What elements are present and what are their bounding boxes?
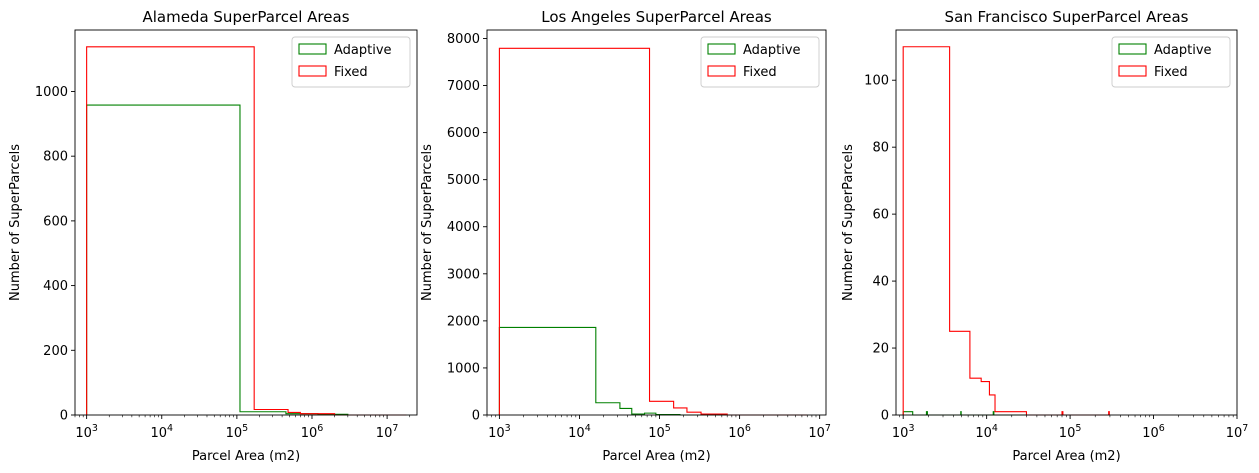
y-tick-label: 0 — [881, 409, 889, 424]
x-tick-label: 105 — [1059, 423, 1082, 441]
x-tick-label: 104 — [568, 423, 591, 441]
y-tick-label: 400 — [43, 279, 68, 294]
legend: Adaptive Fixed — [291, 36, 411, 88]
chart-panel-3: 0 20 40 60 80 100 103 104 105 106 107 San Francisco… — [841, 8, 1248, 464]
x-tick-label: 104 — [150, 423, 173, 441]
axes-frame — [74, 29, 418, 416]
y-tick-label: 60 — [872, 208, 889, 223]
y-tick-label: 0 — [60, 409, 68, 424]
y-tick-label: 800 — [43, 150, 68, 165]
axes-frame — [895, 29, 1238, 416]
y-axis-label: Number of SuperParcels — [420, 144, 435, 301]
x-tick-label: 106 — [728, 423, 751, 441]
histogram-series-fixed — [902, 46, 1110, 416]
x-tick-label: 107 — [808, 423, 831, 441]
histogram-series-adaptive — [498, 326, 808, 416]
x-tick-label: 103 — [488, 423, 511, 441]
y-tick-label: 200 — [43, 344, 68, 359]
legend-swatch-fixed — [707, 65, 736, 77]
legend: Adaptive Fixed — [700, 36, 820, 88]
legend-box — [291, 36, 411, 88]
x-axis-label: Parcel Area (m2) — [1012, 449, 1120, 464]
chart-panel-1: 0 200 400 600 800 1000 103 104 105 106 107 Alameda … — [8, 8, 418, 464]
legend-label-adaptive: Adaptive — [1154, 43, 1212, 58]
axes-frame — [486, 29, 827, 416]
legend-box — [1111, 36, 1231, 88]
y-tick-label: 4000 — [447, 220, 480, 235]
x-axis-label: Parcel Area (m2) — [192, 449, 300, 464]
y-tick-label: 80 — [872, 141, 889, 156]
x-tick-label: 106 — [301, 423, 324, 441]
histogram-series-fixed — [498, 47, 808, 416]
legend-label-fixed: Fixed — [743, 65, 777, 80]
histogram-series-adaptive — [86, 104, 407, 416]
x-tick-label: 107 — [1226, 423, 1249, 441]
chart-title: San Francisco SuperParcel Areas — [945, 8, 1189, 26]
x-tick-label: 104 — [975, 423, 998, 441]
x-tick-label: 107 — [376, 423, 399, 441]
x-tick-label: 105 — [226, 423, 249, 441]
legend-label-fixed: Fixed — [1154, 65, 1188, 80]
y-tick-label: 7000 — [447, 79, 480, 94]
histogram-series-fixed — [86, 46, 407, 416]
legend-swatch-adaptive — [298, 43, 327, 55]
y-tick-label: 40 — [872, 275, 889, 290]
legend-swatch-fixed — [1118, 65, 1147, 77]
y-tick-label: 20 — [872, 342, 889, 357]
x-tick-label: 103 — [75, 423, 98, 441]
x-tick-label: 105 — [648, 423, 671, 441]
x-tick-label: 106 — [1142, 423, 1165, 441]
y-tick-label: 1000 — [35, 85, 68, 100]
y-tick-label: 100 — [864, 74, 889, 89]
legend-swatch-fixed — [298, 65, 327, 77]
legend-label-fixed: Fixed — [334, 65, 368, 80]
y-tick-label: 3000 — [447, 267, 480, 282]
chart-panel-2: 0 1000 2000 3000 4000 5000 6000 7000 8000 103 104 1… — [420, 8, 831, 464]
legend-swatch-adaptive — [707, 43, 736, 55]
y-tick-label: 6000 — [447, 126, 480, 141]
x-axis-label: Parcel Area (m2) — [602, 449, 710, 464]
y-axis-label: Number of SuperParcels — [841, 144, 856, 301]
y-tick-label: 8000 — [447, 32, 480, 47]
legend-label-adaptive: Adaptive — [743, 43, 801, 58]
legend-swatch-adaptive — [1118, 43, 1147, 55]
x-tick-label: 103 — [892, 423, 915, 441]
y-axis-label: Number of SuperParcels — [8, 144, 23, 301]
chart-title: Alameda SuperParcel Areas — [142, 8, 349, 26]
legend-box — [700, 36, 820, 88]
y-tick-label: 600 — [43, 214, 68, 229]
chart-title: Los Angeles SuperParcel Areas — [541, 8, 772, 26]
legend: Adaptive Fixed — [1111, 36, 1231, 88]
y-tick-label: 0 — [472, 409, 480, 424]
y-tick-label: 5000 — [447, 173, 480, 188]
y-tick-label: 2000 — [447, 314, 480, 329]
legend-label-adaptive: Adaptive — [334, 43, 392, 58]
y-tick-label: 1000 — [447, 361, 480, 376]
